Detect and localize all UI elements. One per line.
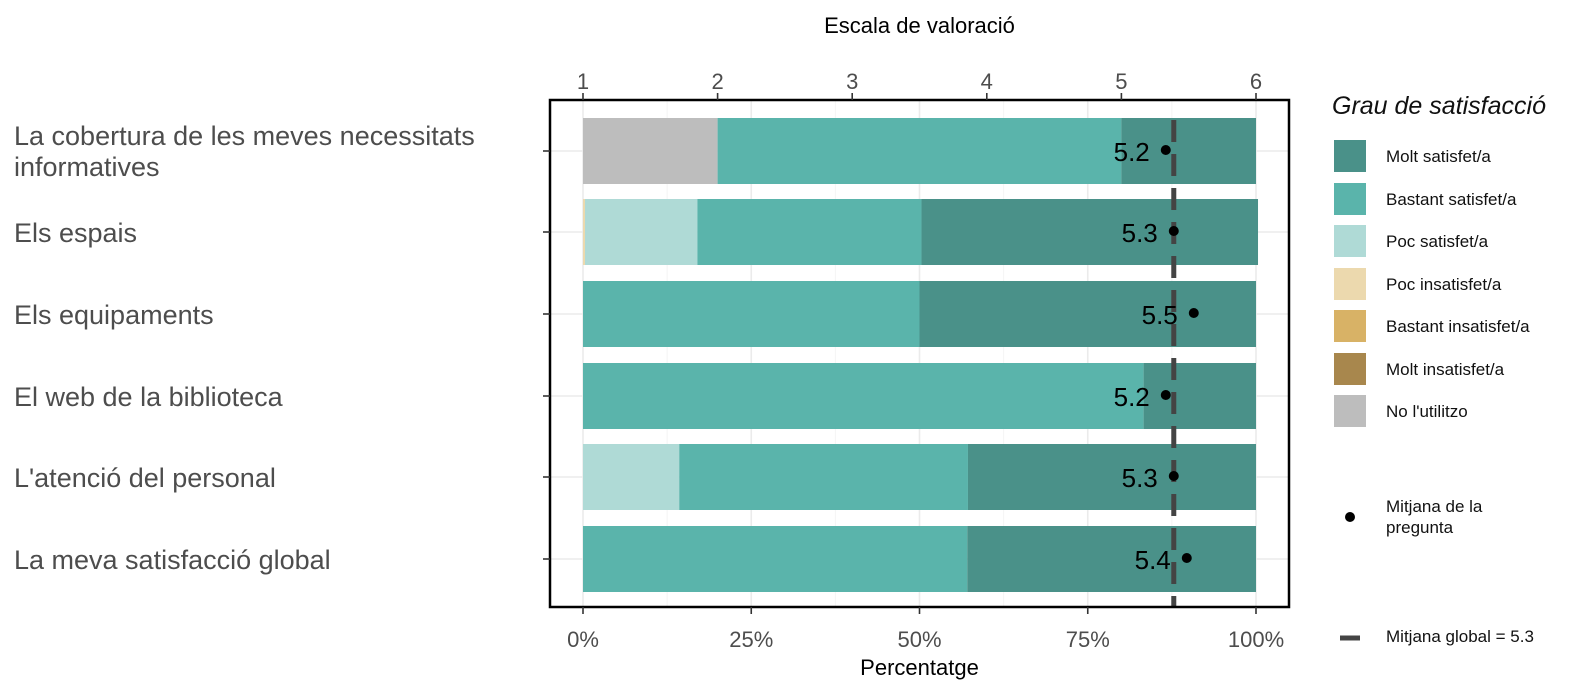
bar-segment [583, 199, 586, 265]
x-tick-label: 50% [897, 627, 941, 652]
mean-value-label: 5.4 [1135, 545, 1171, 575]
mean-markers: 5.2 5.3 5.5 5.2 5.3 5.4 [1114, 120, 1199, 607]
bar-segment [697, 199, 922, 265]
legend-swatch [1334, 352, 1366, 385]
bar-segment [919, 281, 1256, 347]
legend-label: Molt insatisfet/a [1386, 359, 1505, 379]
bar-segment [583, 118, 718, 184]
bar-segment [967, 526, 1256, 592]
mean-value-label: 5.3 [1122, 218, 1158, 248]
bar-segment [717, 118, 1122, 184]
category-label: La meva satisfacció global [14, 544, 331, 575]
bar-segment [1143, 363, 1256, 429]
mean-value-label: 5.2 [1114, 382, 1150, 412]
legend-swatch [1334, 310, 1366, 342]
category-label: Els equipaments [14, 299, 214, 330]
top-tick-label: 6 [1250, 69, 1262, 94]
legend-label: Poc satisfet/a [1386, 232, 1489, 251]
legend-title: Grau de satisfacció [1332, 92, 1546, 120]
bar-segment [585, 199, 698, 265]
mean-value-label: 5.2 [1114, 137, 1150, 167]
bar-segment [583, 281, 920, 347]
legend-swatch [1334, 182, 1366, 215]
stacked-bars [583, 118, 1259, 592]
mean-point [1181, 553, 1192, 563]
mean-value-label: 5.5 [1142, 300, 1178, 330]
category-label: L'atenció del personal [14, 462, 276, 493]
axes: 0% 25% 50% 75% 100% Percentatge 1 2 3 4 5 6 Escala d… [543, 13, 1291, 680]
bar-segment [967, 444, 1256, 510]
x-tick-label: 25% [729, 627, 773, 652]
mean-point [1160, 390, 1171, 400]
top-tick-label: 1 [577, 69, 589, 94]
mean-point [1160, 145, 1171, 155]
x-tick-label: 100% [1228, 627, 1284, 652]
bar-segment [583, 444, 680, 510]
mean-value-label: 5.3 [1122, 463, 1158, 493]
top-tick-label: 4 [981, 69, 993, 94]
legend-label: No l'utilitzo [1386, 402, 1468, 421]
category-label: El web de la biblioteca [14, 381, 283, 412]
x-axis-title: Percentatge [860, 655, 979, 680]
bar-segment [1121, 118, 1256, 184]
legend-label: Bastant insatisfet/a [1386, 317, 1530, 336]
legend-global-label: Mitjana global = 5.3 [1386, 627, 1534, 646]
category-label: La cobertura de les meves necessitats in… [14, 121, 475, 182]
legend-label: Poc insatisfet/a [1386, 274, 1502, 294]
mean-point [1188, 308, 1199, 318]
legend-item: Poc satisfet/a [1332, 225, 1582, 259]
top-tick-label: 2 [711, 69, 723, 94]
legend-swatch [1334, 395, 1366, 427]
bar-segment [921, 199, 1259, 265]
bar-segment [679, 444, 968, 510]
top-tick-label: 5 [1115, 69, 1127, 94]
legend-swatch [1334, 225, 1366, 257]
legend-swatch [1334, 267, 1366, 300]
dashed-line-icon [1340, 635, 1360, 641]
top-axis-title: Escala de valoració [824, 13, 1015, 38]
top-tick-label: 3 [846, 69, 858, 94]
legend-item: Poc insatisfet/a [1332, 267, 1582, 302]
legend-item: Bastant insatisfet/a [1332, 310, 1582, 344]
legend-item: Bastant satisfet/a [1332, 182, 1582, 217]
mean-point [1168, 471, 1179, 481]
bar-segment [583, 363, 1144, 429]
category-label: Els espais [14, 217, 138, 248]
legend-item: No l'utilitzo [1332, 395, 1582, 429]
legend-swatch [1334, 140, 1366, 172]
mean-dot-icon [1345, 512, 1355, 522]
legend-mean-label: Mitjana de la pregunta [1386, 497, 1483, 537]
x-tick-label: 75% [1066, 627, 1110, 652]
legend-label: Bastant satisfet/a [1386, 189, 1517, 209]
legend-label: Molt satisfet/a [1386, 147, 1491, 166]
mean-point [1168, 226, 1179, 236]
bar-segment [583, 526, 968, 592]
legend-item: Molt insatisfet/a [1332, 352, 1582, 387]
legend-item: Molt satisfet/a [1332, 140, 1582, 174]
x-tick-label: 0% [567, 627, 599, 652]
